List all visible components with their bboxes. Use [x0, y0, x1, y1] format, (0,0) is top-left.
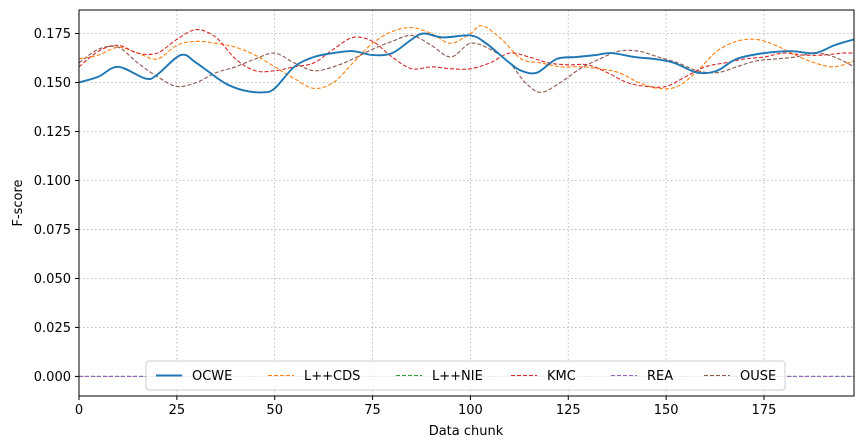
x-tick-label: 50: [266, 403, 283, 418]
y-tick-label: 0.075: [34, 223, 71, 238]
y-axis-label: F-score: [11, 179, 26, 226]
series-line-ouse: [78, 34, 855, 93]
y-tick-label: 0.000: [34, 370, 71, 385]
legend-label: OCWE: [192, 369, 232, 384]
x-tick-label: 175: [752, 403, 777, 418]
x-tick-label: 25: [169, 403, 186, 418]
legend: OCWE L++CDS L++NIE KMC REA OUSE: [145, 360, 786, 391]
x-tick-label: 0: [75, 403, 83, 418]
x-axis-label: Data chunk: [429, 424, 504, 439]
series-line-l-cds: [78, 25, 855, 90]
legend-label: KMC: [547, 369, 576, 384]
y-tick-label: 0.025: [34, 321, 71, 336]
y-tick-label: 0.150: [34, 76, 71, 91]
y-tick-label: 0.100: [34, 174, 71, 189]
tick-layer: 0 25 50 75 100 125 150 175 0.000 0.025 0.050 0.075 0…: [34, 27, 777, 418]
x-tick-label: 100: [458, 403, 483, 418]
plot-frame: [78, 9, 855, 397]
x-tick-label: 150: [654, 403, 679, 418]
legend-box: [145, 360, 786, 391]
legend-label: REA: [647, 369, 673, 384]
y-tick-label: 0.125: [34, 125, 71, 140]
legend-label: L++CDS: [304, 369, 360, 384]
legend-label: L++NIE: [432, 369, 483, 384]
legend-label: OUSE: [740, 369, 776, 384]
series-line-ocwe: [78, 32, 855, 94]
y-tick-label: 0.175: [34, 27, 71, 42]
x-tick-label: 125: [556, 403, 581, 418]
x-tick-label: 75: [364, 403, 381, 418]
y-tick-label: 0.050: [34, 272, 71, 287]
